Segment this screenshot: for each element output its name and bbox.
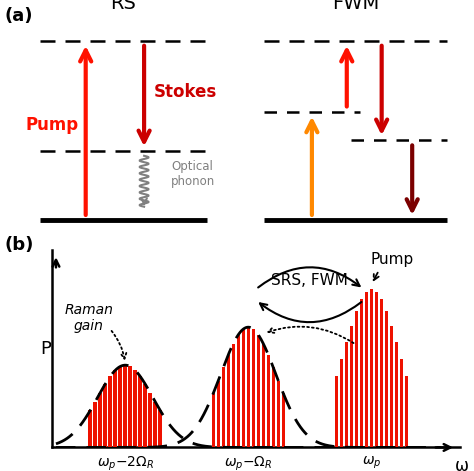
- Bar: [93, 402, 97, 447]
- Bar: [144, 384, 147, 447]
- Bar: [217, 381, 220, 447]
- Bar: [350, 325, 353, 447]
- Bar: [118, 366, 122, 447]
- Bar: [282, 393, 285, 447]
- Text: (b): (b): [5, 236, 34, 253]
- Bar: [390, 325, 393, 447]
- Bar: [123, 365, 127, 447]
- Bar: [211, 393, 215, 447]
- Bar: [365, 292, 368, 447]
- Bar: [374, 292, 378, 447]
- Bar: [237, 335, 240, 447]
- Bar: [246, 327, 250, 447]
- Bar: [400, 359, 403, 447]
- Bar: [113, 370, 117, 447]
- Bar: [134, 370, 137, 447]
- Bar: [89, 410, 92, 447]
- Title: RS: RS: [110, 0, 136, 13]
- Bar: [335, 376, 338, 447]
- Y-axis label: P: P: [40, 340, 51, 357]
- Bar: [252, 329, 255, 447]
- Bar: [370, 289, 373, 447]
- Bar: [231, 343, 235, 447]
- Text: Raman
gain: Raman gain: [64, 302, 113, 333]
- Bar: [405, 376, 408, 447]
- Text: Pump: Pump: [26, 116, 79, 134]
- Text: Optical
phonon: Optical phonon: [171, 160, 216, 187]
- Bar: [360, 299, 363, 447]
- Bar: [109, 376, 112, 447]
- Bar: [128, 366, 132, 447]
- Bar: [272, 367, 275, 447]
- Bar: [154, 402, 157, 447]
- Bar: [266, 355, 270, 447]
- Text: SRS, FWM: SRS, FWM: [271, 273, 348, 288]
- Bar: [262, 343, 265, 447]
- Bar: [345, 342, 348, 447]
- Bar: [148, 393, 152, 447]
- Bar: [394, 342, 398, 447]
- Bar: [158, 410, 162, 447]
- Bar: [99, 393, 102, 447]
- Text: Stokes: Stokes: [154, 82, 218, 101]
- Bar: [227, 355, 230, 447]
- Bar: [256, 335, 260, 447]
- Bar: [355, 311, 358, 447]
- Bar: [103, 384, 107, 447]
- Title: FWM: FWM: [332, 0, 379, 13]
- Bar: [384, 311, 388, 447]
- Text: ω: ω: [455, 457, 469, 471]
- Bar: [339, 359, 343, 447]
- Text: (a): (a): [5, 7, 33, 25]
- Bar: [276, 381, 280, 447]
- Bar: [221, 367, 225, 447]
- Text: Pump: Pump: [371, 252, 414, 267]
- Bar: [138, 376, 142, 447]
- Bar: [380, 299, 383, 447]
- Bar: [242, 329, 245, 447]
